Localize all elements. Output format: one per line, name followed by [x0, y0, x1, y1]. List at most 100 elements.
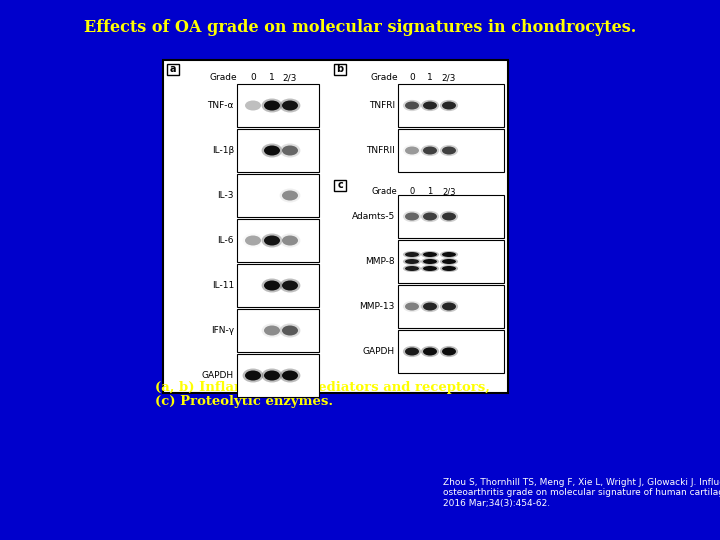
Text: IL-3: IL-3	[217, 191, 234, 200]
Text: GAPDH: GAPDH	[363, 347, 395, 356]
Text: Adamts-5: Adamts-5	[352, 212, 395, 221]
Text: IL-6: IL-6	[217, 236, 234, 245]
Text: Grade: Grade	[371, 187, 397, 197]
Text: 1: 1	[269, 73, 275, 83]
Ellipse shape	[423, 302, 437, 310]
Text: Zhou S, Thornhill TS, Meng F, Xie L, Wright J, Glowacki J. Influence of
osteoart: Zhou S, Thornhill TS, Meng F, Xie L, Wri…	[443, 478, 720, 508]
Text: 2/3: 2/3	[442, 187, 456, 197]
Ellipse shape	[261, 98, 282, 112]
Ellipse shape	[403, 301, 421, 312]
Ellipse shape	[279, 323, 300, 338]
Ellipse shape	[442, 266, 456, 271]
Text: (a, b) Inflammatory mediators and receptors,: (a, b) Inflammatory mediators and recept…	[155, 381, 490, 394]
Text: IL-11: IL-11	[212, 281, 234, 290]
Ellipse shape	[403, 100, 421, 111]
Ellipse shape	[405, 302, 419, 310]
Ellipse shape	[279, 368, 300, 382]
Ellipse shape	[261, 233, 282, 247]
Ellipse shape	[279, 188, 300, 202]
Ellipse shape	[403, 258, 421, 265]
Bar	[237, 309, 319, 352]
Ellipse shape	[243, 233, 264, 247]
Ellipse shape	[264, 145, 280, 156]
Bar	[398, 330, 504, 373]
Ellipse shape	[403, 145, 421, 156]
Ellipse shape	[405, 259, 419, 264]
Ellipse shape	[264, 235, 280, 246]
Text: MMP-8: MMP-8	[365, 257, 395, 266]
Ellipse shape	[279, 233, 300, 247]
Bar	[398, 240, 504, 283]
Ellipse shape	[261, 368, 282, 382]
Ellipse shape	[264, 326, 280, 335]
Ellipse shape	[264, 370, 280, 381]
Ellipse shape	[442, 302, 456, 310]
Ellipse shape	[421, 100, 439, 111]
Ellipse shape	[264, 280, 280, 291]
Text: 1: 1	[428, 187, 433, 197]
Ellipse shape	[261, 279, 282, 293]
Ellipse shape	[421, 251, 439, 258]
Text: a: a	[170, 64, 176, 75]
Ellipse shape	[440, 265, 458, 272]
Text: 0: 0	[410, 187, 415, 197]
Ellipse shape	[279, 144, 300, 158]
Ellipse shape	[282, 145, 298, 156]
Ellipse shape	[442, 102, 456, 110]
Ellipse shape	[440, 145, 458, 156]
Text: 2/3: 2/3	[442, 73, 456, 83]
Ellipse shape	[421, 211, 439, 222]
Bar	[237, 129, 319, 172]
Ellipse shape	[243, 368, 264, 382]
Ellipse shape	[282, 191, 298, 200]
Ellipse shape	[442, 213, 456, 220]
Bar	[237, 264, 319, 307]
Text: 0: 0	[250, 73, 256, 83]
Ellipse shape	[423, 348, 437, 355]
Ellipse shape	[405, 252, 419, 257]
Ellipse shape	[282, 326, 298, 335]
Bar	[334, 64, 346, 75]
Ellipse shape	[279, 279, 300, 293]
Ellipse shape	[282, 370, 298, 381]
Ellipse shape	[423, 252, 437, 257]
Text: 1: 1	[427, 73, 433, 83]
Text: Effects of OA grade on molecular signatures in chondrocytes.: Effects of OA grade on molecular signatu…	[84, 19, 636, 36]
Text: MMP-13: MMP-13	[359, 302, 395, 311]
Ellipse shape	[279, 98, 300, 112]
Ellipse shape	[245, 235, 261, 246]
Ellipse shape	[421, 346, 439, 357]
Text: (c) Proteolytic enzymes.: (c) Proteolytic enzymes.	[155, 395, 333, 408]
Ellipse shape	[405, 348, 419, 355]
Ellipse shape	[423, 102, 437, 110]
Text: 2/3: 2/3	[283, 73, 297, 83]
Bar	[237, 84, 319, 127]
Text: IFN-γ: IFN-γ	[211, 326, 234, 335]
Text: IL-1β: IL-1β	[212, 146, 234, 155]
Ellipse shape	[245, 100, 261, 111]
Ellipse shape	[405, 213, 419, 220]
Bar	[237, 354, 319, 397]
Bar	[398, 195, 504, 238]
Ellipse shape	[282, 280, 298, 291]
Ellipse shape	[442, 259, 456, 264]
Ellipse shape	[403, 346, 421, 357]
Ellipse shape	[442, 348, 456, 355]
Ellipse shape	[405, 266, 419, 271]
Text: TNF-α: TNF-α	[207, 101, 234, 110]
Text: b: b	[336, 64, 343, 75]
Bar	[237, 219, 319, 262]
Ellipse shape	[421, 301, 439, 312]
Ellipse shape	[421, 145, 439, 156]
Bar	[398, 84, 504, 127]
Ellipse shape	[245, 370, 261, 381]
Ellipse shape	[442, 252, 456, 257]
Ellipse shape	[405, 146, 419, 154]
Ellipse shape	[423, 259, 437, 264]
Ellipse shape	[261, 144, 282, 158]
Ellipse shape	[440, 258, 458, 265]
Ellipse shape	[440, 211, 458, 222]
Ellipse shape	[403, 251, 421, 258]
Ellipse shape	[423, 213, 437, 220]
Ellipse shape	[261, 323, 282, 338]
